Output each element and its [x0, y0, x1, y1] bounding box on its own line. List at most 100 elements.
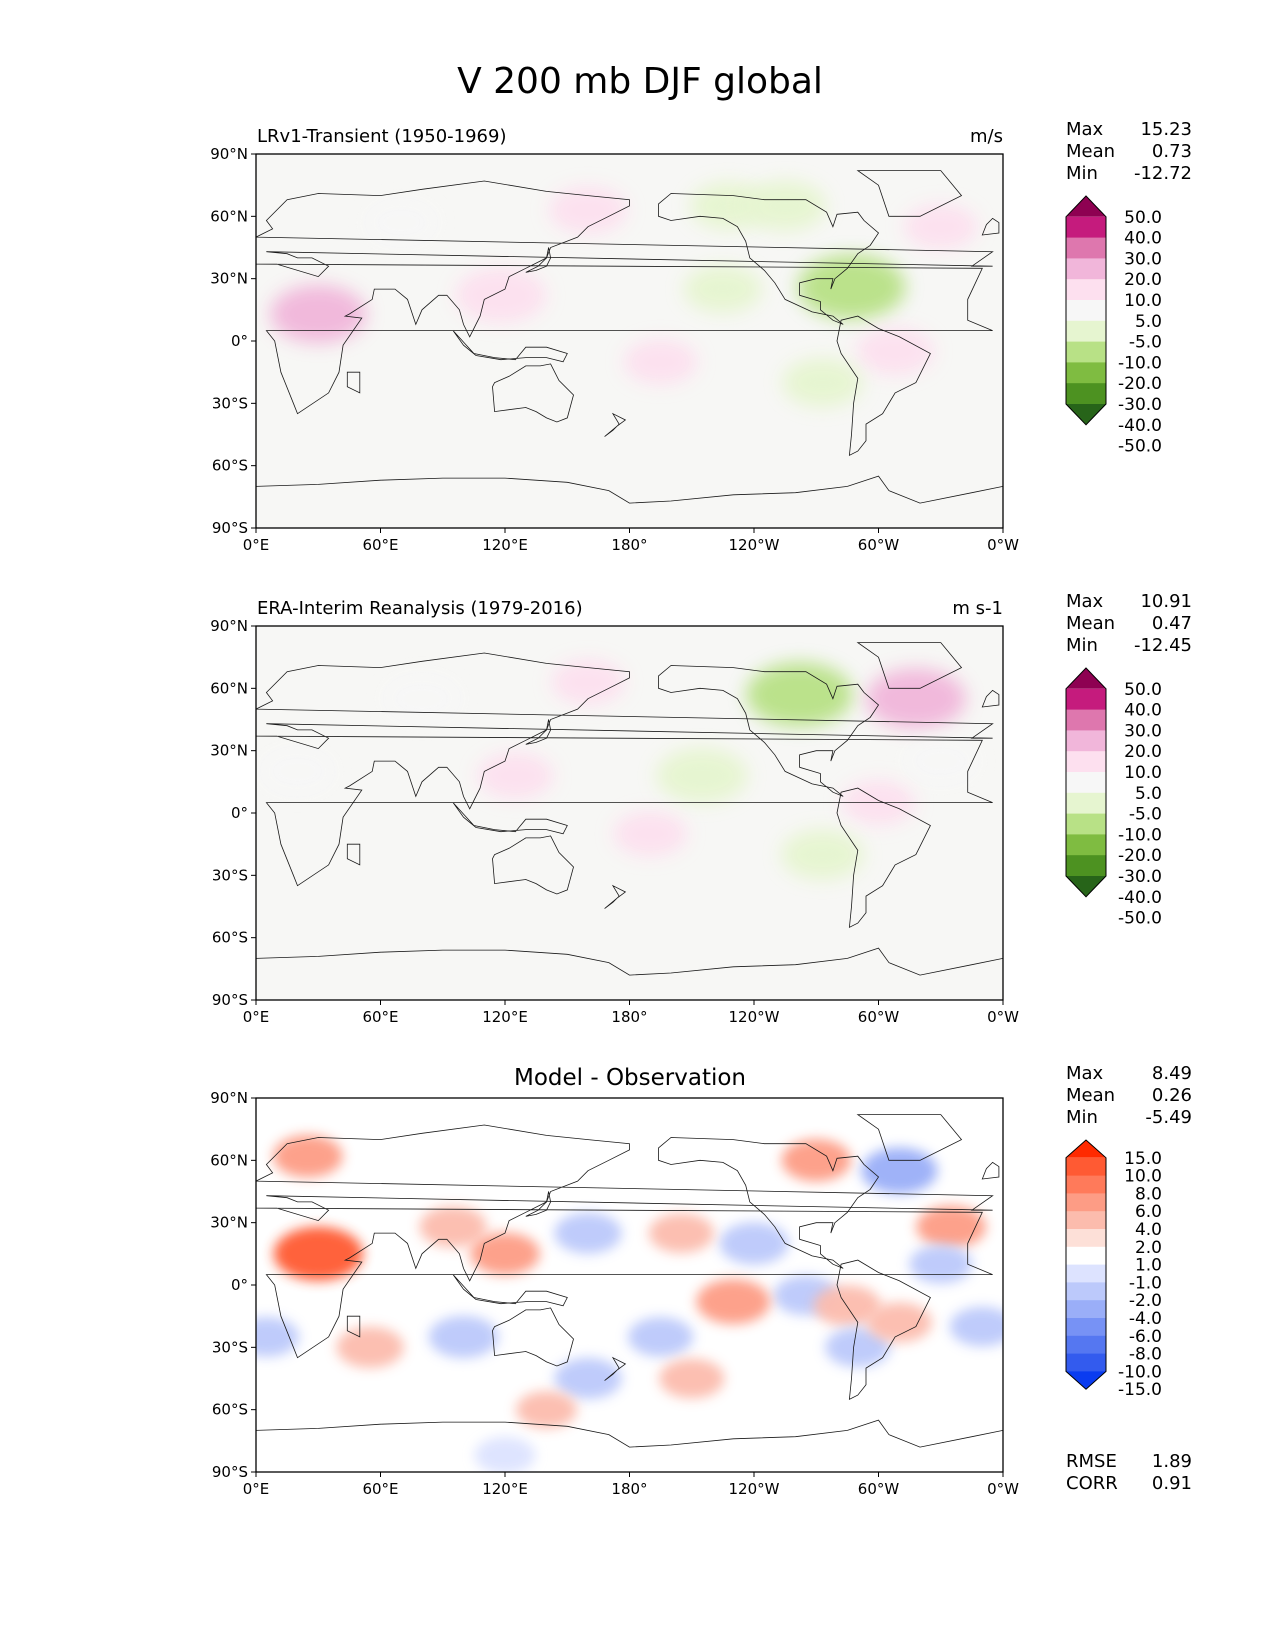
colorbar-label: -30.0 — [1118, 867, 1162, 887]
coastline — [525, 719, 552, 745]
colorbar-label: 20.0 — [1124, 270, 1162, 290]
colorbar-extend-max — [1066, 196, 1106, 217]
x-tick-label: 60°W — [858, 1480, 900, 1498]
panel-observation: ERA-Interim Reanalysis (1979-2016) m s-1… — [210, 591, 1192, 1026]
colorbar-label: 50.0 — [1124, 208, 1162, 228]
anomaly-blob — [825, 1327, 891, 1368]
anomaly-blob — [613, 811, 688, 857]
stat-mean-label: Mean — [1066, 613, 1115, 634]
y-tick-label: 60°S — [212, 929, 248, 947]
coastline — [346, 1315, 361, 1338]
anomaly-blob — [648, 1213, 715, 1253]
colorbar-outline — [1065, 195, 1107, 426]
colorbar-segment — [1066, 237, 1106, 259]
x-tick-label: 0°W — [987, 1480, 1019, 1498]
anomaly-blob — [474, 1436, 536, 1472]
colorbar-segment — [1066, 709, 1106, 731]
anomaly-blob — [656, 747, 748, 804]
colorbar-segment — [1066, 1193, 1106, 1212]
anomaly-blob — [270, 285, 367, 343]
x-tick-label: 0°E — [243, 1480, 270, 1498]
colorbar-label: 10.0 — [1124, 1167, 1162, 1187]
stats-box: Max 10.91 Mean 0.47 Min -12.45 — [1066, 591, 1192, 656]
colorbar-segment — [1066, 362, 1106, 384]
colorbar-segment — [1066, 1353, 1106, 1372]
colorbar-extend-max — [1066, 668, 1106, 689]
y-tick-label: 90°N — [210, 145, 248, 163]
coastline — [981, 689, 1000, 708]
coastline — [492, 1307, 574, 1367]
y-tick-label: 60°S — [212, 457, 248, 475]
coastline — [658, 665, 880, 797]
colorbar-segment — [1066, 320, 1106, 343]
colorbar-segment — [1066, 1211, 1106, 1230]
anomaly-blob — [366, 201, 437, 244]
anomaly-blob — [470, 1232, 540, 1276]
stat-min-value: -12.45 — [1134, 635, 1192, 656]
anomaly-blob — [781, 829, 864, 880]
x-tick-label: 0°E — [243, 536, 270, 554]
colorbar-label: -10.0 — [1118, 353, 1162, 373]
colorbar-segment — [1066, 383, 1106, 405]
panel-units: m s-1 — [952, 598, 1003, 619]
stat-mean-label: Mean — [1066, 141, 1115, 162]
colorbar: 50.040.030.020.010.05.0-5.0-10.0-20.0-30… — [1065, 667, 1162, 929]
anomaly-blob — [719, 1222, 789, 1265]
y-tick-label: 30°N — [210, 742, 248, 760]
figure-title: V 200 mb DJF global — [457, 61, 823, 102]
y-tick-label: 30°S — [212, 394, 248, 412]
metrics-box: RMSE 1.89 CORR 0.91 — [1066, 1451, 1192, 1494]
colorbar-segment — [1066, 300, 1106, 322]
colorbar-label: 40.0 — [1124, 701, 1162, 721]
anomaly-blob — [743, 180, 827, 231]
colorbar-segment — [1066, 688, 1106, 711]
anomaly-blob — [949, 1306, 1003, 1347]
colorbar-label: 50.0 — [1124, 680, 1162, 700]
colorbar-segment — [1066, 341, 1106, 363]
y-tick-label: 60°N — [210, 207, 248, 225]
anomaly-blob — [782, 358, 863, 408]
stat-min-label: Min — [1066, 635, 1098, 656]
x-tick-label: 0°E — [243, 1008, 270, 1026]
colorbar-segment — [1066, 1175, 1106, 1194]
colorbar-label: -30.0 — [1118, 395, 1162, 415]
panel-title: ERA-Interim Reanalysis (1979-2016) — [257, 598, 583, 619]
stat-max-label: Max — [1066, 1063, 1104, 1084]
x-tick-label: 180° — [611, 1008, 647, 1026]
colorbar-segment — [1066, 751, 1106, 773]
coastline — [604, 1356, 627, 1381]
anomaly-blob — [551, 659, 625, 705]
colorbar: 50.040.030.020.010.05.0-5.0-10.0-20.0-30… — [1065, 195, 1162, 457]
colorbar-label: 10.0 — [1124, 291, 1162, 311]
colorbar-segment — [1066, 772, 1106, 794]
stats-box: Max 8.49 Mean 0.26 Min -5.49 — [1066, 1063, 1192, 1128]
x-tick-label: 120°W — [729, 1480, 780, 1498]
axes: 0°E 60°E 120°E 180° 120°W 60°W 0°W 90°N 60°N 30°N… — [210, 145, 1019, 554]
y-tick-label: 0° — [231, 332, 248, 350]
anomaly-blob — [659, 1358, 725, 1399]
colorbar-label: 10.0 — [1124, 763, 1162, 783]
coastline-antarctica — [256, 947, 1003, 976]
colorbar-label: -40.0 — [1118, 888, 1162, 908]
colorbar-segment — [1066, 1229, 1106, 1248]
coastline — [452, 330, 568, 363]
anomaly-blob — [273, 1135, 343, 1178]
colorbar-label: 30.0 — [1124, 249, 1162, 269]
x-tick-label: 60°E — [362, 1008, 398, 1026]
anomaly-blob — [554, 1212, 622, 1254]
colorbar-label: -10.0 — [1118, 1362, 1162, 1382]
coastlines — [256, 170, 1003, 504]
colorbar-segment — [1066, 1335, 1106, 1355]
colorbar-label: -50.0 — [1118, 909, 1162, 929]
x-tick-label: 60°E — [362, 1480, 398, 1498]
anomaly-blob — [554, 1357, 622, 1400]
colorbar-segment — [1066, 216, 1106, 239]
x-tick-label: 180° — [611, 536, 647, 554]
stat-min-label: Min — [1066, 1107, 1098, 1128]
colorbar-label: 5.0 — [1135, 784, 1162, 804]
stat-max-value: 8.49 — [1152, 1063, 1192, 1084]
coastline — [492, 835, 574, 895]
coastline — [856, 642, 963, 689]
coastline-antarctica — [256, 475, 1003, 504]
